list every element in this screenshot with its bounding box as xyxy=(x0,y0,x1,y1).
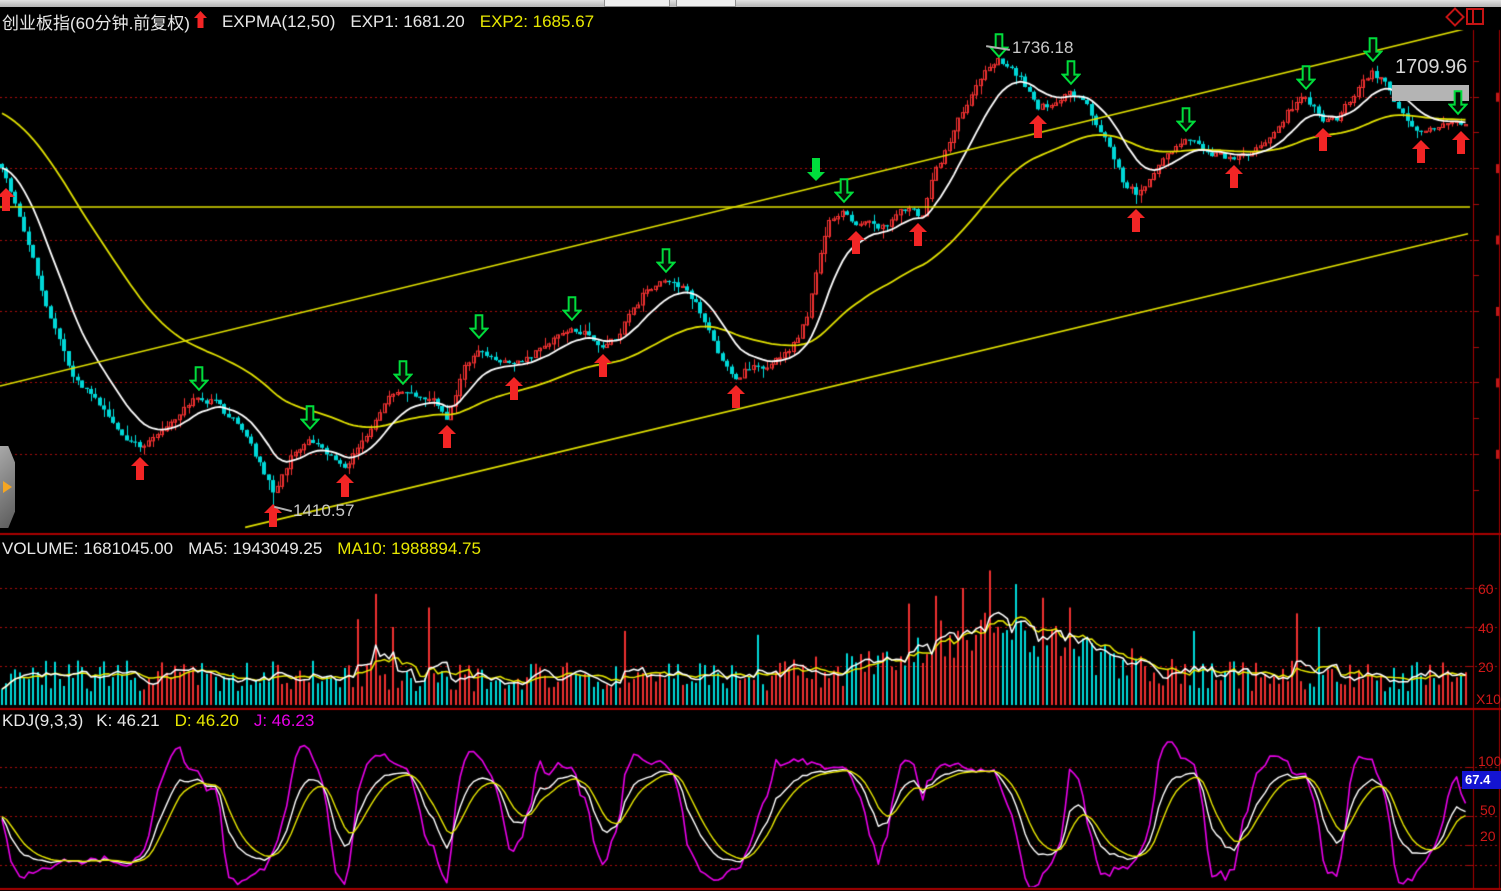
kdj-d-value: D: 46.20 xyxy=(174,711,239,730)
kdj-k-value: K: 46.21 xyxy=(96,711,160,730)
volume-axis-label: 60 xyxy=(1478,581,1494,597)
volume-axis-label: 20 xyxy=(1478,659,1494,675)
kdj-header: KDJ(9,3,3) K: 46.21 D: 46.20 J: 46.23 xyxy=(2,711,329,731)
main-chart-header: 创业板指(60分钟.前复权) EXPMA(12,50) EXP1: 1681.2… xyxy=(2,9,609,34)
volume-ma10-value: MA10: 1988894.75 xyxy=(337,539,481,558)
kdj-axis-label: 50 xyxy=(1480,802,1496,818)
sidebar-expand-handle[interactable] xyxy=(0,446,15,528)
volume-axis-multiplier: X10 xyxy=(1476,691,1501,707)
chart-title: 创业板指(60分钟.前复权) xyxy=(2,14,190,33)
window-split-icon[interactable] xyxy=(1466,8,1484,25)
last-price-label: 1709.96 xyxy=(1395,56,1468,78)
exp1-value: EXP1: 1681.20 xyxy=(350,11,465,31)
indicator-name[interactable]: EXPMA(12,50) xyxy=(221,11,336,31)
volume-axis-label: 40 xyxy=(1478,620,1494,636)
kdj-cursor-badge: 67.4 xyxy=(1462,771,1501,789)
kdj-axis-label: 100 xyxy=(1478,753,1501,769)
volume-ma5-value: MA5: 1943049.25 xyxy=(188,539,323,558)
kdj-indicator-name[interactable]: KDJ(9,3,3) xyxy=(2,711,84,730)
low-price-label: 1410.57 xyxy=(293,501,355,520)
volume-value: VOLUME: 1681045.00 xyxy=(2,539,174,558)
exp2-value: EXP2: 1685.67 xyxy=(479,11,595,31)
kdj-j-value: J: 46.23 xyxy=(253,711,315,730)
signal-up-icon xyxy=(193,10,207,33)
high-price-label: 1736.18 xyxy=(1012,38,1074,57)
window-split-icon-bar xyxy=(1472,10,1474,23)
last-price-band xyxy=(1392,85,1469,101)
expand-arrow-icon xyxy=(3,481,12,493)
volume-header: VOLUME: 1681045.00 MA5: 1943049.25 MA10:… xyxy=(2,539,496,559)
kdj-axis-label: 20 xyxy=(1480,828,1496,844)
